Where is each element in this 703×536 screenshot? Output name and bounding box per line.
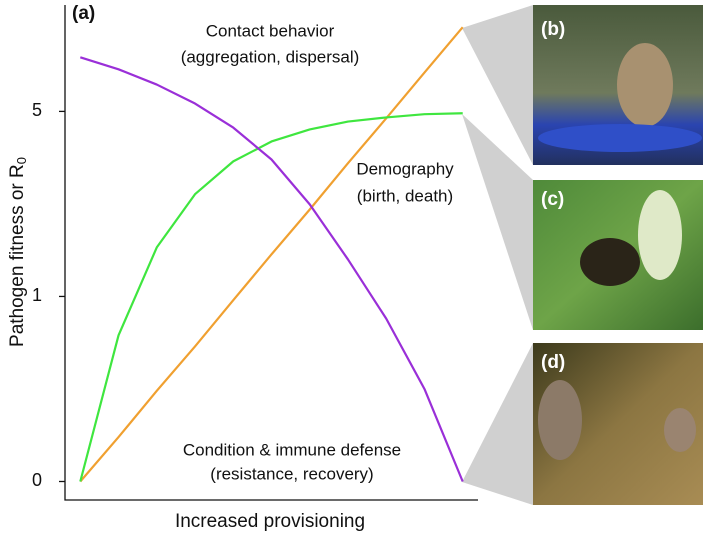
- x-axis-title: Increased provisioning: [175, 511, 365, 532]
- bee: [580, 238, 640, 286]
- y-axis-title: Pathogen fitness or R0: [7, 157, 29, 347]
- image-label: (b): [541, 19, 565, 40]
- series-line: [79, 112, 463, 482]
- y-tick-label: 1: [32, 285, 42, 305]
- annotation: (birth, death): [357, 186, 453, 205]
- image-label: (c): [541, 189, 564, 210]
- annotation: Demography: [356, 159, 454, 178]
- fox: [538, 380, 582, 460]
- annotation: Condition & immune defense: [183, 440, 401, 459]
- y-axis-title-sub: 0: [14, 157, 29, 164]
- axes: [64, 5, 478, 501]
- series-line: [79, 56, 464, 482]
- flower: [638, 190, 682, 280]
- annotation: (resistance, recovery): [210, 464, 373, 483]
- connector: [462, 114, 533, 330]
- bird: [617, 43, 673, 127]
- bath: [538, 124, 702, 152]
- annotation: (aggregation, dispersal): [181, 47, 360, 66]
- series-line: [79, 26, 464, 483]
- panel-label: (a): [72, 3, 95, 24]
- fox: [664, 408, 696, 452]
- connector: [462, 5, 533, 165]
- connector: [462, 343, 533, 505]
- y-axis-title-main: Pathogen fitness or R: [7, 164, 28, 347]
- y-tick-label: 0: [32, 470, 42, 490]
- image-label: (d): [541, 352, 565, 373]
- annotation: Contact behavior: [206, 21, 335, 40]
- y-tick-label: 5: [32, 100, 42, 120]
